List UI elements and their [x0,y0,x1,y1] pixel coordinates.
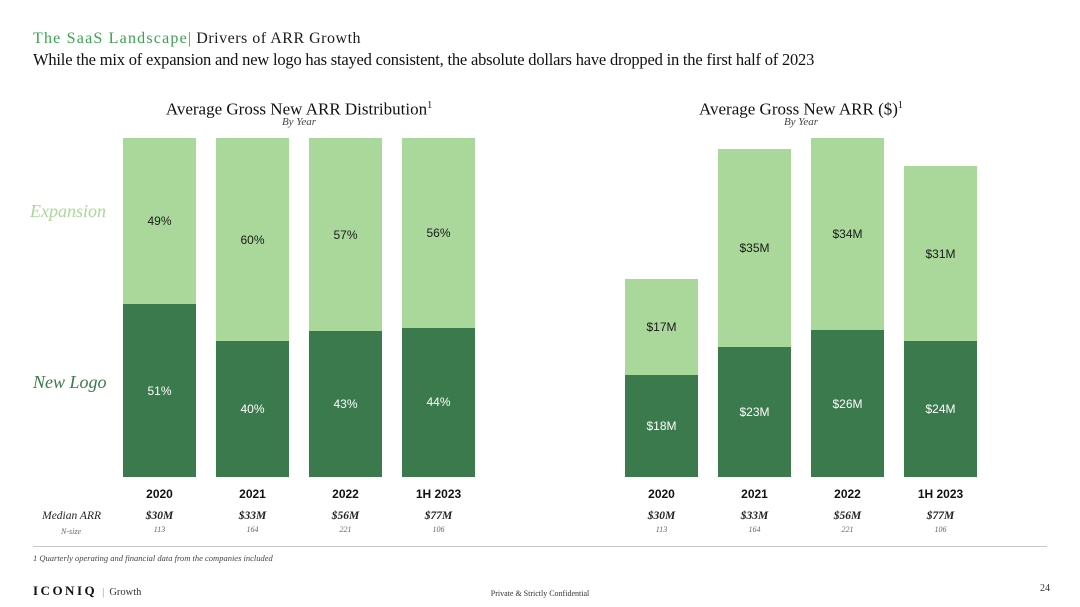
expansion-value-label: $35M [739,241,770,256]
new-logo-value-label: $23M [739,405,770,420]
nsize-row: 113 164 221 106 [123,525,475,534]
expansion-segment: 49% [123,138,196,305]
new-logo-segment: 51% [123,304,196,477]
category-label: 2020 [146,487,173,501]
confidential-notice: Private & Strictly Confidential [490,589,590,598]
median-arr-value: $56M [833,510,862,522]
stacked-bar: 56% 44% [402,138,475,477]
new-logo-segment: 44% [402,327,475,477]
stacked-bar: 60% 40% [216,138,289,477]
category-label: 2022 [332,487,359,501]
chart-subtitle: By Year [783,116,819,128]
page-subtitle: While the mix of expansion and new logo … [33,50,815,69]
new-logo-value-label: 43% [333,397,358,412]
new-logo-value-label: 40% [240,402,265,417]
page-title: The SaaS Landscape| Drivers of ARR Growth [33,30,361,48]
category-row: 2020 2021 2022 1H 2023 [123,487,475,501]
median-row: $30M $33M $56M $77M [123,510,475,522]
bar-plot: $17M $18M $35M $23M $34M $26M $31M $24M [625,138,977,477]
n-size-value: 164 [246,525,259,534]
category-label: 1H 2023 [415,487,462,501]
expansion-value-label: 57% [333,227,358,242]
expansion-segment: $17M [625,279,698,376]
new-logo-series-label: New Logo [33,372,107,392]
category-label: 1H 2023 [917,487,964,501]
new-logo-value-label: $26M [832,396,863,411]
expansion-segment: $35M [718,149,791,348]
n-size-value: 221 [841,525,854,534]
chart-title-text: Average Gross New ARR ($) [698,99,898,119]
brand-iconiq: ICONIQ [33,583,98,598]
new-logo-segment: $24M [904,341,977,477]
median-row: $30M $33M $56M $77M [625,510,977,522]
chart-title-superscript: 1 [427,100,433,111]
page-number: 24 [1040,583,1050,594]
category-label: 2022 [834,487,861,501]
new-logo-value-label: 44% [426,395,451,410]
median-arr-value: $56M [331,510,360,522]
n-size-value: 113 [655,525,668,534]
new-logo-segment: 40% [216,341,289,477]
expansion-value-label: $17M [646,320,677,335]
n-size-value: 106 [934,525,947,534]
median-arr-row-label: Median ARR [42,510,101,522]
category-label: 2021 [239,487,266,501]
brand-separator: | [102,586,105,598]
median-arr-value: $77M [424,510,453,522]
stacked-bar: $34M $26M [811,138,884,477]
expansion-value-label: $34M [832,227,863,242]
nsize-row: 113 164 221 106 [625,525,977,534]
new-logo-value-label: $24M [925,402,956,417]
n-size-value: 106 [432,525,445,534]
brand-growth: Growth [109,587,142,598]
median-arr-value: $33M [740,510,769,522]
chart-subtitle: By Year [281,116,317,128]
n-size-value: 221 [339,525,352,534]
arr-dollars-chart: Average Gross New ARR ($)1 By Year $17M $… [625,96,977,534]
category-label: 2020 [648,487,675,501]
chart-title-superscript: 1 [897,100,903,111]
page-title-prefix: The SaaS Landscape| [33,30,193,47]
new-logo-segment: $23M [718,347,791,477]
expansion-series-label: Expansion [30,201,106,221]
expansion-segment: $31M [904,166,977,342]
n-size-row-label: N-size [61,527,81,536]
category-label: 2021 [741,487,768,501]
expansion-value-label: 49% [147,214,172,229]
bar-plot: 49% 51% 60% 40% 57% 43% 56% 44% [123,138,475,477]
new-logo-value-label: $18M [646,419,677,434]
expansion-segment: 57% [309,138,382,332]
footer-divider [33,546,1047,547]
chart-title: Average Gross New ARR Distribution1 [123,96,475,119]
expansion-value-label: 56% [426,225,451,240]
new-logo-segment: $26M [811,330,884,477]
new-logo-segment: 43% [309,331,382,477]
stacked-bar: $35M $23M [718,149,791,477]
n-size-value: 164 [748,525,761,534]
expansion-segment: 60% [216,138,289,342]
new-logo-value-label: 51% [147,383,172,398]
stacked-bar: 57% 43% [309,138,382,477]
footnote: 1 Quarterly operating and financial data… [33,553,273,563]
expansion-segment: $34M [811,138,884,331]
median-arr-value: $77M [926,510,955,522]
expansion-segment: 56% [402,138,475,328]
stacked-bar: $31M $24M [904,166,977,477]
new-logo-segment: $18M [625,375,698,477]
median-arr-value: $30M [145,510,174,522]
category-row: 2020 2021 2022 1H 2023 [625,487,977,501]
median-arr-value: $33M [238,510,267,522]
median-arr-value: $30M [647,510,676,522]
expansion-value-label: $31M [925,246,956,261]
stacked-bar: 49% 51% [123,138,196,477]
arr-distribution-chart: Average Gross New ARR Distribution1 By Y… [123,96,475,534]
stacked-bar: $17M $18M [625,279,698,477]
iconiq-growth-logo: ICONIQ | Growth [33,583,141,599]
page-title-main: Drivers of ARR Growth [196,30,362,47]
n-size-value: 113 [153,525,166,534]
chart-title: Average Gross New ARR ($)1 [625,96,977,119]
chart-title-text: Average Gross New ARR Distribution [165,99,428,119]
expansion-value-label: 60% [240,232,265,247]
